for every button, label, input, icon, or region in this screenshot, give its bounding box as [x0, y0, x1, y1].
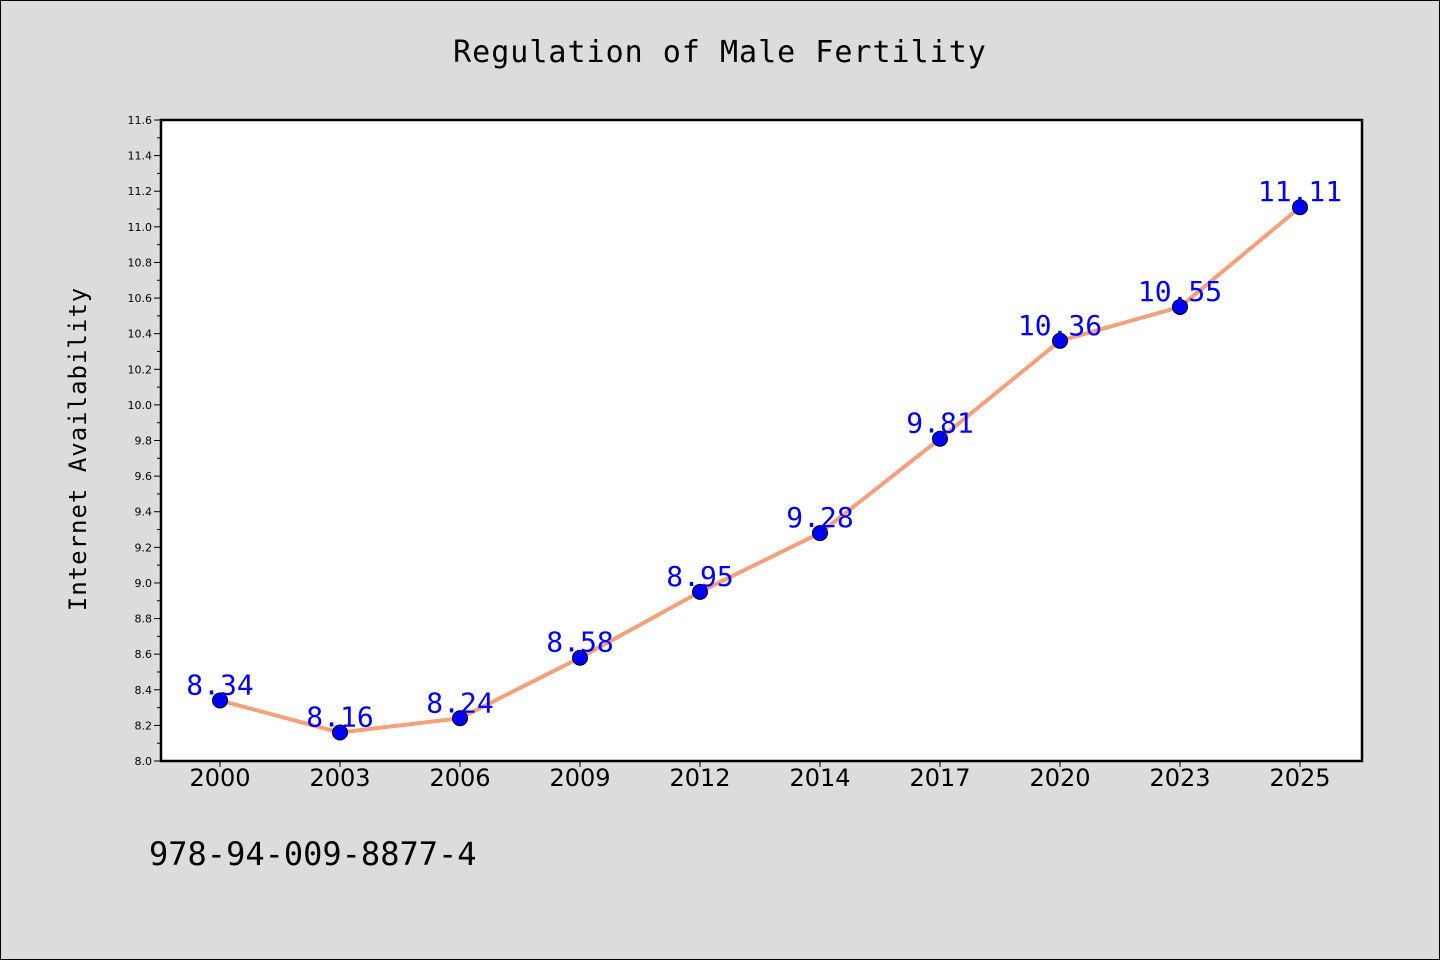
data-point-marker: [572, 649, 588, 666]
y-tick-label: 11.0: [128, 221, 153, 234]
y-tick-label: 8.4: [135, 684, 153, 697]
data-label: 8.34: [186, 668, 253, 701]
y-tick-label: 10.8: [128, 256, 153, 269]
x-tick-label: 2014: [789, 764, 850, 792]
data-point-marker: [1292, 199, 1308, 216]
data-point-marker: [1172, 298, 1188, 315]
y-tick-label: 9.0: [135, 577, 153, 590]
x-tick-label: 2017: [909, 764, 970, 792]
data-point-marker: [452, 710, 468, 727]
data-label: 11.11: [1258, 175, 1342, 208]
chart-title: Regulation of Male Fertility: [453, 35, 987, 70]
data-point-marker: [932, 430, 948, 447]
y-tick-label: 10.4: [128, 328, 153, 341]
y-tick-label: 11.6: [128, 114, 153, 127]
y-tick-label: 11.2: [128, 185, 153, 198]
data-point-marker: [812, 525, 828, 542]
x-tick-label: 2003: [309, 764, 370, 792]
y-tick-label: 9.2: [135, 541, 153, 554]
x-tick-label: 2025: [1269, 764, 1330, 792]
data-label: 8.58: [546, 626, 613, 659]
data-label: 9.81: [906, 407, 973, 440]
data-point-marker: [1052, 332, 1068, 349]
y-tick-label: 9.6: [135, 470, 153, 483]
data-label: 8.16: [306, 701, 373, 734]
y-tick-label: 8.6: [135, 648, 153, 661]
x-tick-label: 2020: [1029, 764, 1090, 792]
y-tick-label: 8.8: [135, 613, 153, 626]
y-tick-label: 10.2: [128, 363, 153, 376]
y-tick-label: 10.0: [128, 399, 153, 412]
y-tick-label: 9.4: [135, 506, 153, 519]
data-point-marker: [212, 692, 228, 709]
data-point-marker: [692, 583, 708, 600]
footer-code: 978-94-009-8877-4: [149, 835, 477, 873]
data-label: 10.55: [1138, 275, 1222, 308]
data-label: 9.28: [786, 501, 853, 534]
x-tick-label: 2023: [1149, 764, 1210, 792]
data-point-marker: [332, 724, 348, 741]
data-label: 8.24: [426, 686, 493, 719]
plot-frame: [159, 118, 1364, 763]
y-tick-label: 8.0: [135, 755, 153, 768]
x-tick-label: 2012: [669, 764, 730, 792]
y-tick-label: 8.2: [135, 719, 153, 732]
series-line: [218, 205, 1302, 735]
y-tick-label: 10.6: [128, 292, 153, 305]
x-tick-label: 2000: [189, 764, 250, 792]
data-label: 10.36: [1018, 309, 1102, 342]
y-tick-label: 9.8: [135, 435, 153, 448]
y-tick-label: 11.4: [128, 150, 153, 163]
data-label: 8.95: [666, 560, 733, 593]
x-tick-label: 2006: [429, 764, 490, 792]
x-tick-label: 2009: [549, 764, 610, 792]
